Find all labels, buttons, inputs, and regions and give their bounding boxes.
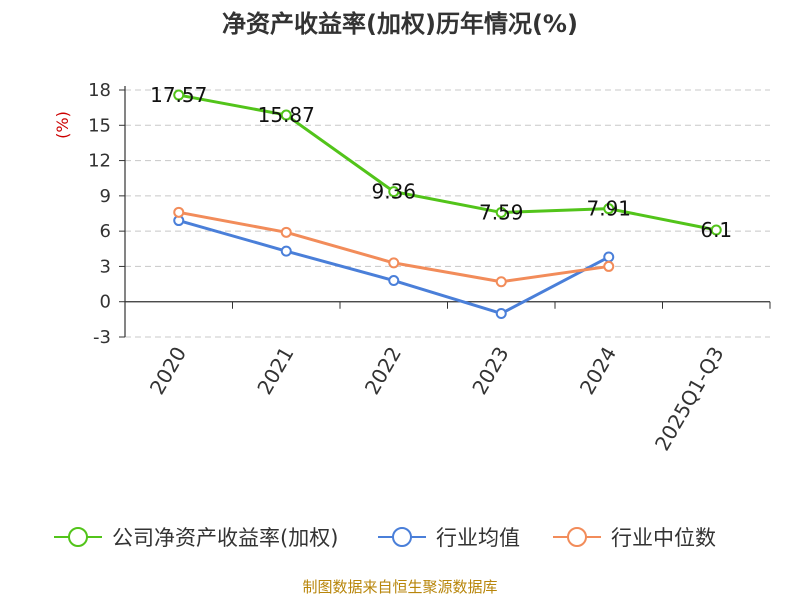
- y-tick-label: 15: [88, 115, 111, 136]
- legend-item-2: 行业均值: [378, 526, 520, 550]
- data-point: [710, 224, 722, 236]
- legend-marker: [567, 527, 587, 547]
- legend-marker: [68, 527, 88, 547]
- data-point: [603, 203, 615, 215]
- data-label: 15.87: [258, 103, 315, 127]
- data-point: [603, 251, 615, 263]
- data-point: [388, 257, 400, 269]
- axes: -3 0 3 6 9 12 15 18 2020 2021 2022 2023 2024 2025Q1-Q…: [88, 80, 771, 455]
- legend-item-1: 公司净资产收益率(加权): [54, 526, 338, 550]
- series-3: [173, 206, 615, 288]
- legend: 公司净资产收益率(加权) 行业均值 行业中位数: [54, 526, 716, 550]
- legend-label: 行业中位数: [611, 526, 716, 550]
- y-tick-label: 3: [100, 256, 111, 277]
- y-tick-label: 9: [100, 186, 111, 207]
- y-tick-label: 6: [100, 221, 111, 242]
- data-point: [280, 245, 292, 257]
- x-tick-label: 2023: [467, 343, 513, 399]
- series-1: [173, 89, 722, 236]
- series-group: [173, 89, 722, 319]
- y-tick-label: -3: [93, 327, 111, 348]
- chart-title: 净资产收益率(加权)历年情况(%): [222, 10, 578, 38]
- x-tick-label: 2025Q1-Q3: [650, 343, 729, 455]
- data-point: [388, 186, 400, 198]
- x-tick-label: 2024: [575, 343, 621, 399]
- data-point: [280, 109, 292, 121]
- gridlines: [125, 89, 770, 338]
- legend-item-3: 行业中位数: [553, 526, 716, 550]
- source-note: 制图数据来自恒生聚源数据库: [302, 578, 497, 596]
- series-line: [178, 210, 609, 284]
- series-line: [178, 93, 717, 232]
- y-tick-label: 0: [100, 292, 111, 313]
- y-tick-label: 12: [88, 151, 111, 172]
- data-point: [173, 206, 185, 218]
- data-point: [495, 206, 507, 218]
- data-labels: 17.57 15.87 9.36 7.59 7.91 6.1: [150, 83, 732, 242]
- data-point: [280, 226, 292, 238]
- y-tick-label: 18: [88, 80, 111, 101]
- legend-label: 公司净资产收益率(加权): [112, 526, 338, 550]
- data-point: [603, 260, 615, 272]
- legend-marker: [392, 527, 412, 547]
- data-label: 9.36: [371, 180, 416, 204]
- x-tick-label: 2022: [360, 343, 406, 399]
- data-point: [388, 275, 400, 287]
- data-point: [495, 276, 507, 288]
- data-label: 6.1: [700, 218, 732, 242]
- data-label: 7.91: [586, 197, 631, 221]
- data-label: 7.59: [479, 200, 524, 224]
- legend-label: 行业均值: [436, 526, 520, 550]
- x-tick-label: 2021: [252, 343, 298, 399]
- y-axis-unit: (%): [53, 111, 72, 139]
- series-2: [173, 215, 615, 319]
- data-point: [495, 307, 507, 319]
- data-label: 17.57: [150, 83, 207, 107]
- data-point: [173, 89, 185, 101]
- x-tick-label: 2020: [145, 343, 191, 399]
